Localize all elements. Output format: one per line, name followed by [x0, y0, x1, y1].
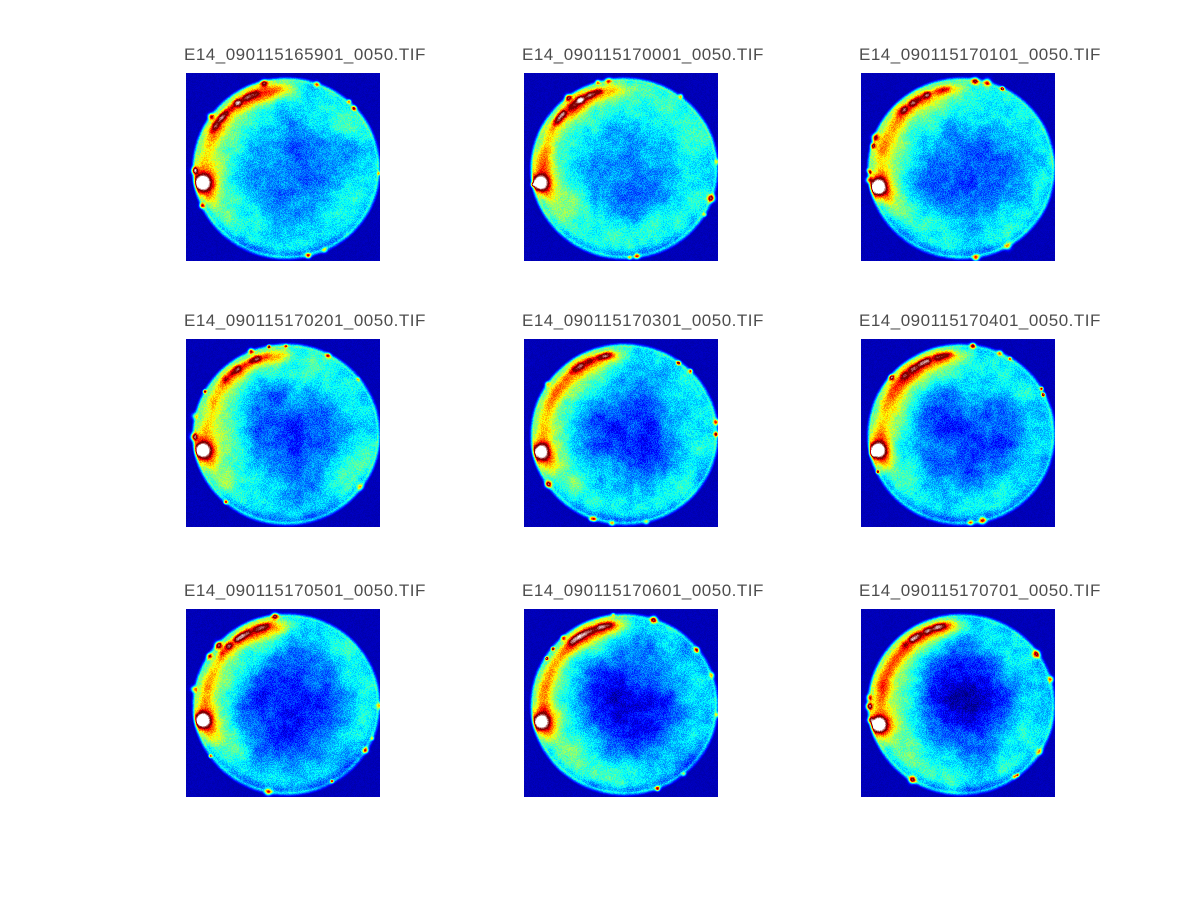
subplot-title: E14_090115165901_0050.TIF: [184, 45, 426, 64]
allsky-image: [524, 73, 718, 261]
subplot-tile: E14_090115170201_0050.TIF: [184, 311, 486, 527]
subplot-tile: E14_090115170701_0050.TIF: [859, 581, 1161, 797]
subplot-tile: E14_090115165901_0050.TIF: [184, 45, 486, 261]
allsky-image: [186, 73, 380, 261]
subplot-title: E14_090115170301_0050.TIF: [522, 311, 764, 330]
subplot-title: E14_090115170501_0050.TIF: [184, 581, 426, 600]
subplot-title: E14_090115170401_0050.TIF: [859, 311, 1101, 330]
subplot-tile: E14_090115170501_0050.TIF: [184, 581, 486, 797]
subplot-title: E14_090115170001_0050.TIF: [522, 45, 764, 64]
subplot-tile: E14_090115170601_0050.TIF: [522, 581, 824, 797]
subplot-tile: E14_090115170401_0050.TIF: [859, 311, 1161, 527]
allsky-image: [861, 339, 1055, 527]
subplot-title: E14_090115170601_0050.TIF: [522, 581, 764, 600]
subplot-tile: E14_090115170001_0050.TIF: [522, 45, 824, 261]
allsky-image: [861, 609, 1055, 797]
subplot-title: E14_090115170701_0050.TIF: [859, 581, 1101, 600]
allsky-image: [861, 73, 1055, 261]
subplot-title: E14_090115170101_0050.TIF: [859, 45, 1101, 64]
allsky-image: [524, 339, 718, 527]
subplot-title: E14_090115170201_0050.TIF: [184, 311, 426, 330]
allsky-image: [524, 609, 718, 797]
subplot-tile: E14_090115170101_0050.TIF: [859, 45, 1161, 261]
allsky-image: [186, 339, 380, 527]
subplot-tile: E14_090115170301_0050.TIF: [522, 311, 824, 527]
allsky-image: [186, 609, 380, 797]
